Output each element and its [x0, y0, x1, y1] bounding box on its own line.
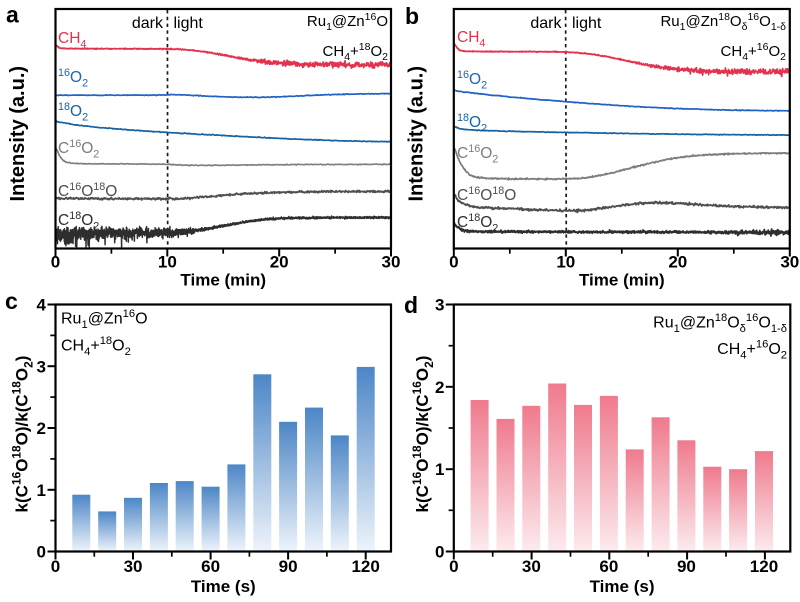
svg-text:1: 1 [37, 481, 46, 500]
svg-text:0: 0 [37, 543, 46, 562]
svg-text:0: 0 [449, 253, 458, 272]
svg-text:120: 120 [750, 557, 778, 576]
svg-text:16O2: 16O2 [58, 67, 88, 90]
svg-text:d: d [404, 292, 418, 318]
svg-text:60: 60 [599, 557, 618, 576]
svg-text:10: 10 [556, 253, 575, 272]
svg-text:Time (s): Time (s) [191, 577, 256, 596]
svg-text:3: 3 [37, 357, 46, 376]
svg-text:0: 0 [51, 557, 60, 576]
svg-text:CH4+16O2: CH4+16O2 [721, 41, 787, 63]
svg-text:C16O18O: C16O18O [58, 181, 117, 200]
svg-text:1: 1 [435, 460, 444, 479]
svg-text:a: a [6, 2, 19, 28]
svg-text:60: 60 [201, 557, 220, 576]
svg-text:k(C16O18O)/k(C18O2): k(C16O18O)/k(C18O2) [10, 356, 36, 513]
svg-text:2: 2 [37, 419, 46, 438]
svg-text:light: light [572, 15, 602, 32]
svg-text:20: 20 [270, 253, 289, 272]
svg-text:0: 0 [449, 557, 458, 576]
svg-text:C18O2: C18O2 [58, 210, 99, 233]
svg-text:16O2: 16O2 [457, 69, 487, 92]
svg-text:Time (min): Time (min) [180, 271, 266, 290]
svg-text:120: 120 [351, 557, 379, 576]
svg-text:k(C16O18O)/k(C16O2): k(C16O18O)/k(C16O2) [410, 356, 436, 513]
svg-text:4: 4 [37, 296, 47, 315]
svg-text:CH4: CH4 [58, 30, 86, 50]
svg-text:Ru1@Zn16O: Ru1@Zn16O [61, 308, 148, 331]
svg-text:CH4+18O2: CH4+18O2 [61, 335, 131, 358]
svg-text:CH4+16O2: CH4+16O2 [717, 339, 787, 362]
svg-text:30: 30 [522, 557, 541, 576]
svg-text:C16O18O: C16O18O [457, 185, 516, 204]
svg-text:20: 20 [668, 253, 687, 272]
svg-text:C16O2: C16O2 [457, 143, 498, 166]
svg-text:10: 10 [158, 253, 177, 272]
svg-text:CH4: CH4 [457, 29, 485, 49]
svg-text:Intensity (a.u.): Intensity (a.u.) [406, 66, 428, 202]
svg-text:C16O2: C16O2 [58, 138, 99, 161]
svg-text:90: 90 [677, 557, 696, 576]
svg-text:Time (s): Time (s) [590, 577, 655, 596]
svg-text:dark: dark [132, 15, 164, 32]
svg-text:Ru1@Zn18Oδ16O1-δ: Ru1@Zn18Oδ16O1-δ [660, 11, 786, 33]
svg-text:C18O2: C18O2 [457, 212, 498, 235]
svg-text:0: 0 [435, 543, 444, 562]
svg-text:2: 2 [435, 378, 444, 397]
svg-text:Time (min): Time (min) [579, 271, 665, 290]
svg-text:0: 0 [51, 253, 60, 272]
svg-text:18O2: 18O2 [457, 112, 487, 135]
svg-text:CH4+18O2: CH4+18O2 [323, 41, 389, 63]
svg-text:90: 90 [279, 557, 298, 576]
svg-text:30: 30 [780, 253, 799, 272]
svg-text:30: 30 [382, 253, 401, 272]
svg-text:Ru1@Zn16O: Ru1@Zn16O [307, 11, 388, 33]
svg-text:c: c [5, 288, 18, 314]
svg-text:Ru1@Zn18Oδ16O1-δ: Ru1@Zn18Oδ16O1-δ [653, 312, 787, 335]
svg-text:light: light [174, 15, 204, 32]
svg-text:Intensity (a.u.): Intensity (a.u.) [7, 66, 29, 202]
svg-text:dark: dark [530, 15, 562, 32]
svg-text:3: 3 [435, 296, 444, 315]
svg-text:18O2: 18O2 [58, 101, 88, 124]
svg-text:b: b [405, 3, 419, 29]
svg-text:30: 30 [124, 557, 143, 576]
